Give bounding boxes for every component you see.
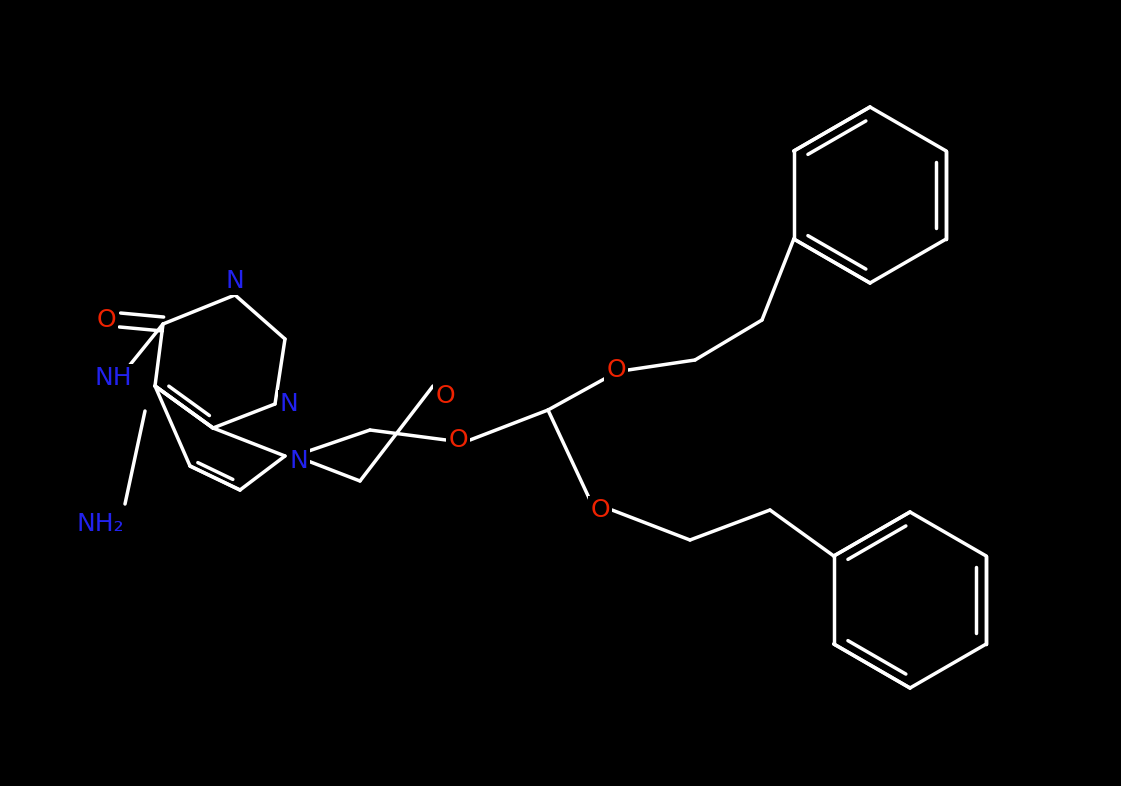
Text: O: O bbox=[96, 308, 115, 332]
Text: N: N bbox=[225, 269, 244, 293]
Text: O: O bbox=[448, 428, 467, 452]
Text: O: O bbox=[435, 384, 455, 408]
Text: O: O bbox=[606, 358, 626, 382]
Text: N: N bbox=[289, 449, 308, 473]
Text: O: O bbox=[590, 498, 610, 522]
Text: NH₂: NH₂ bbox=[76, 512, 123, 536]
Text: N: N bbox=[279, 392, 298, 416]
Text: NH: NH bbox=[94, 366, 132, 390]
